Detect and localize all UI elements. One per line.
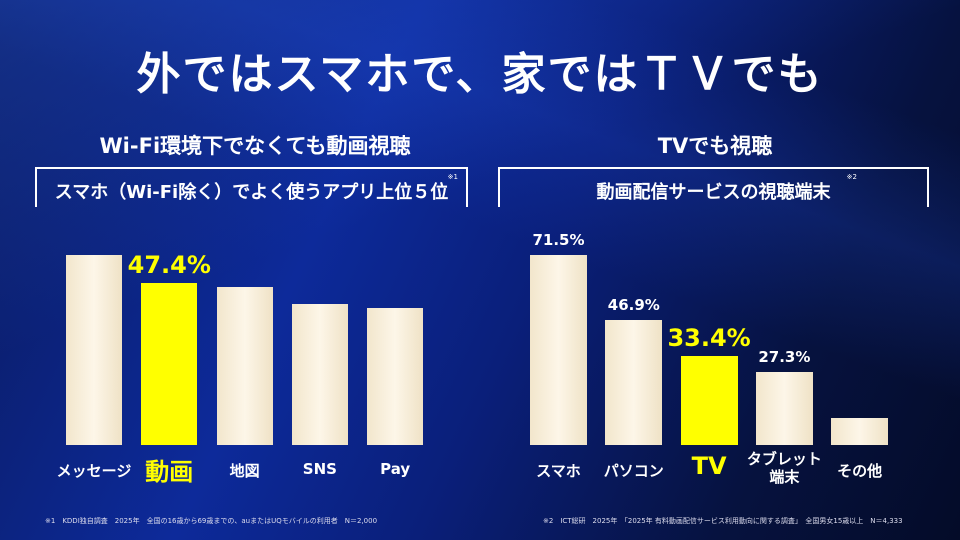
bar [367,308,424,445]
category-label: メッセージ [56,462,132,480]
data-label: 47.4% [127,251,211,279]
data-label: 46.9% [607,296,660,315]
category-label: TV [691,452,727,480]
bar [216,287,273,445]
category-label: その他 [837,462,883,480]
data-label: 33.4% [667,324,751,353]
right-box-title-text: 動画配信サービスの視聴端末 [596,182,831,203]
note-mark: ※2 [846,173,857,181]
bar [141,283,198,445]
category-label-line: タブレット [746,450,822,468]
bar [755,372,813,445]
category-label: 地図 [229,462,260,480]
category-label: SNS [302,460,337,478]
page-title: 外ではスマホで、家ではＴＶでも [136,49,824,100]
category-label: Pay [380,460,411,478]
category-label: 動画 [145,458,194,486]
bar [66,254,122,445]
category-label: タブレット 端末 [734,450,834,486]
footnote-1: ※1 KDDI独自調査 2025年 全国の16歳から69歳までの、auまたはUQ… [45,517,378,525]
category-label: パソコン [603,462,664,480]
left-heading: Wi-Fi環境下でなくても動画視聴 [99,134,411,158]
right-box-title: 動画配信サービスの視聴端末 ※2 [498,167,929,207]
bar [291,304,348,445]
footnote-2: ※2 ICT総研 2025年 「2025年 有料動画配信サービス利用動向に関する… [543,517,903,525]
bar [530,255,587,445]
data-label: 27.3% [758,348,811,367]
note-mark: ※1 [447,173,458,181]
left-box-title-text: スマホ（Wi-Fi除く）でよく使うアプリ上位５位 [54,182,449,203]
bar [605,320,663,445]
data-label: 71.5% [532,231,585,249]
right-heading: TVでも視聴 [657,134,773,158]
bar [680,356,738,445]
bar [831,418,889,445]
category-label-line: 端末 [769,468,800,486]
category-label: スマホ [536,462,581,480]
left-box-title: スマホ（Wi-Fi除く）でよく使うアプリ上位５位 ※1 [35,167,468,207]
